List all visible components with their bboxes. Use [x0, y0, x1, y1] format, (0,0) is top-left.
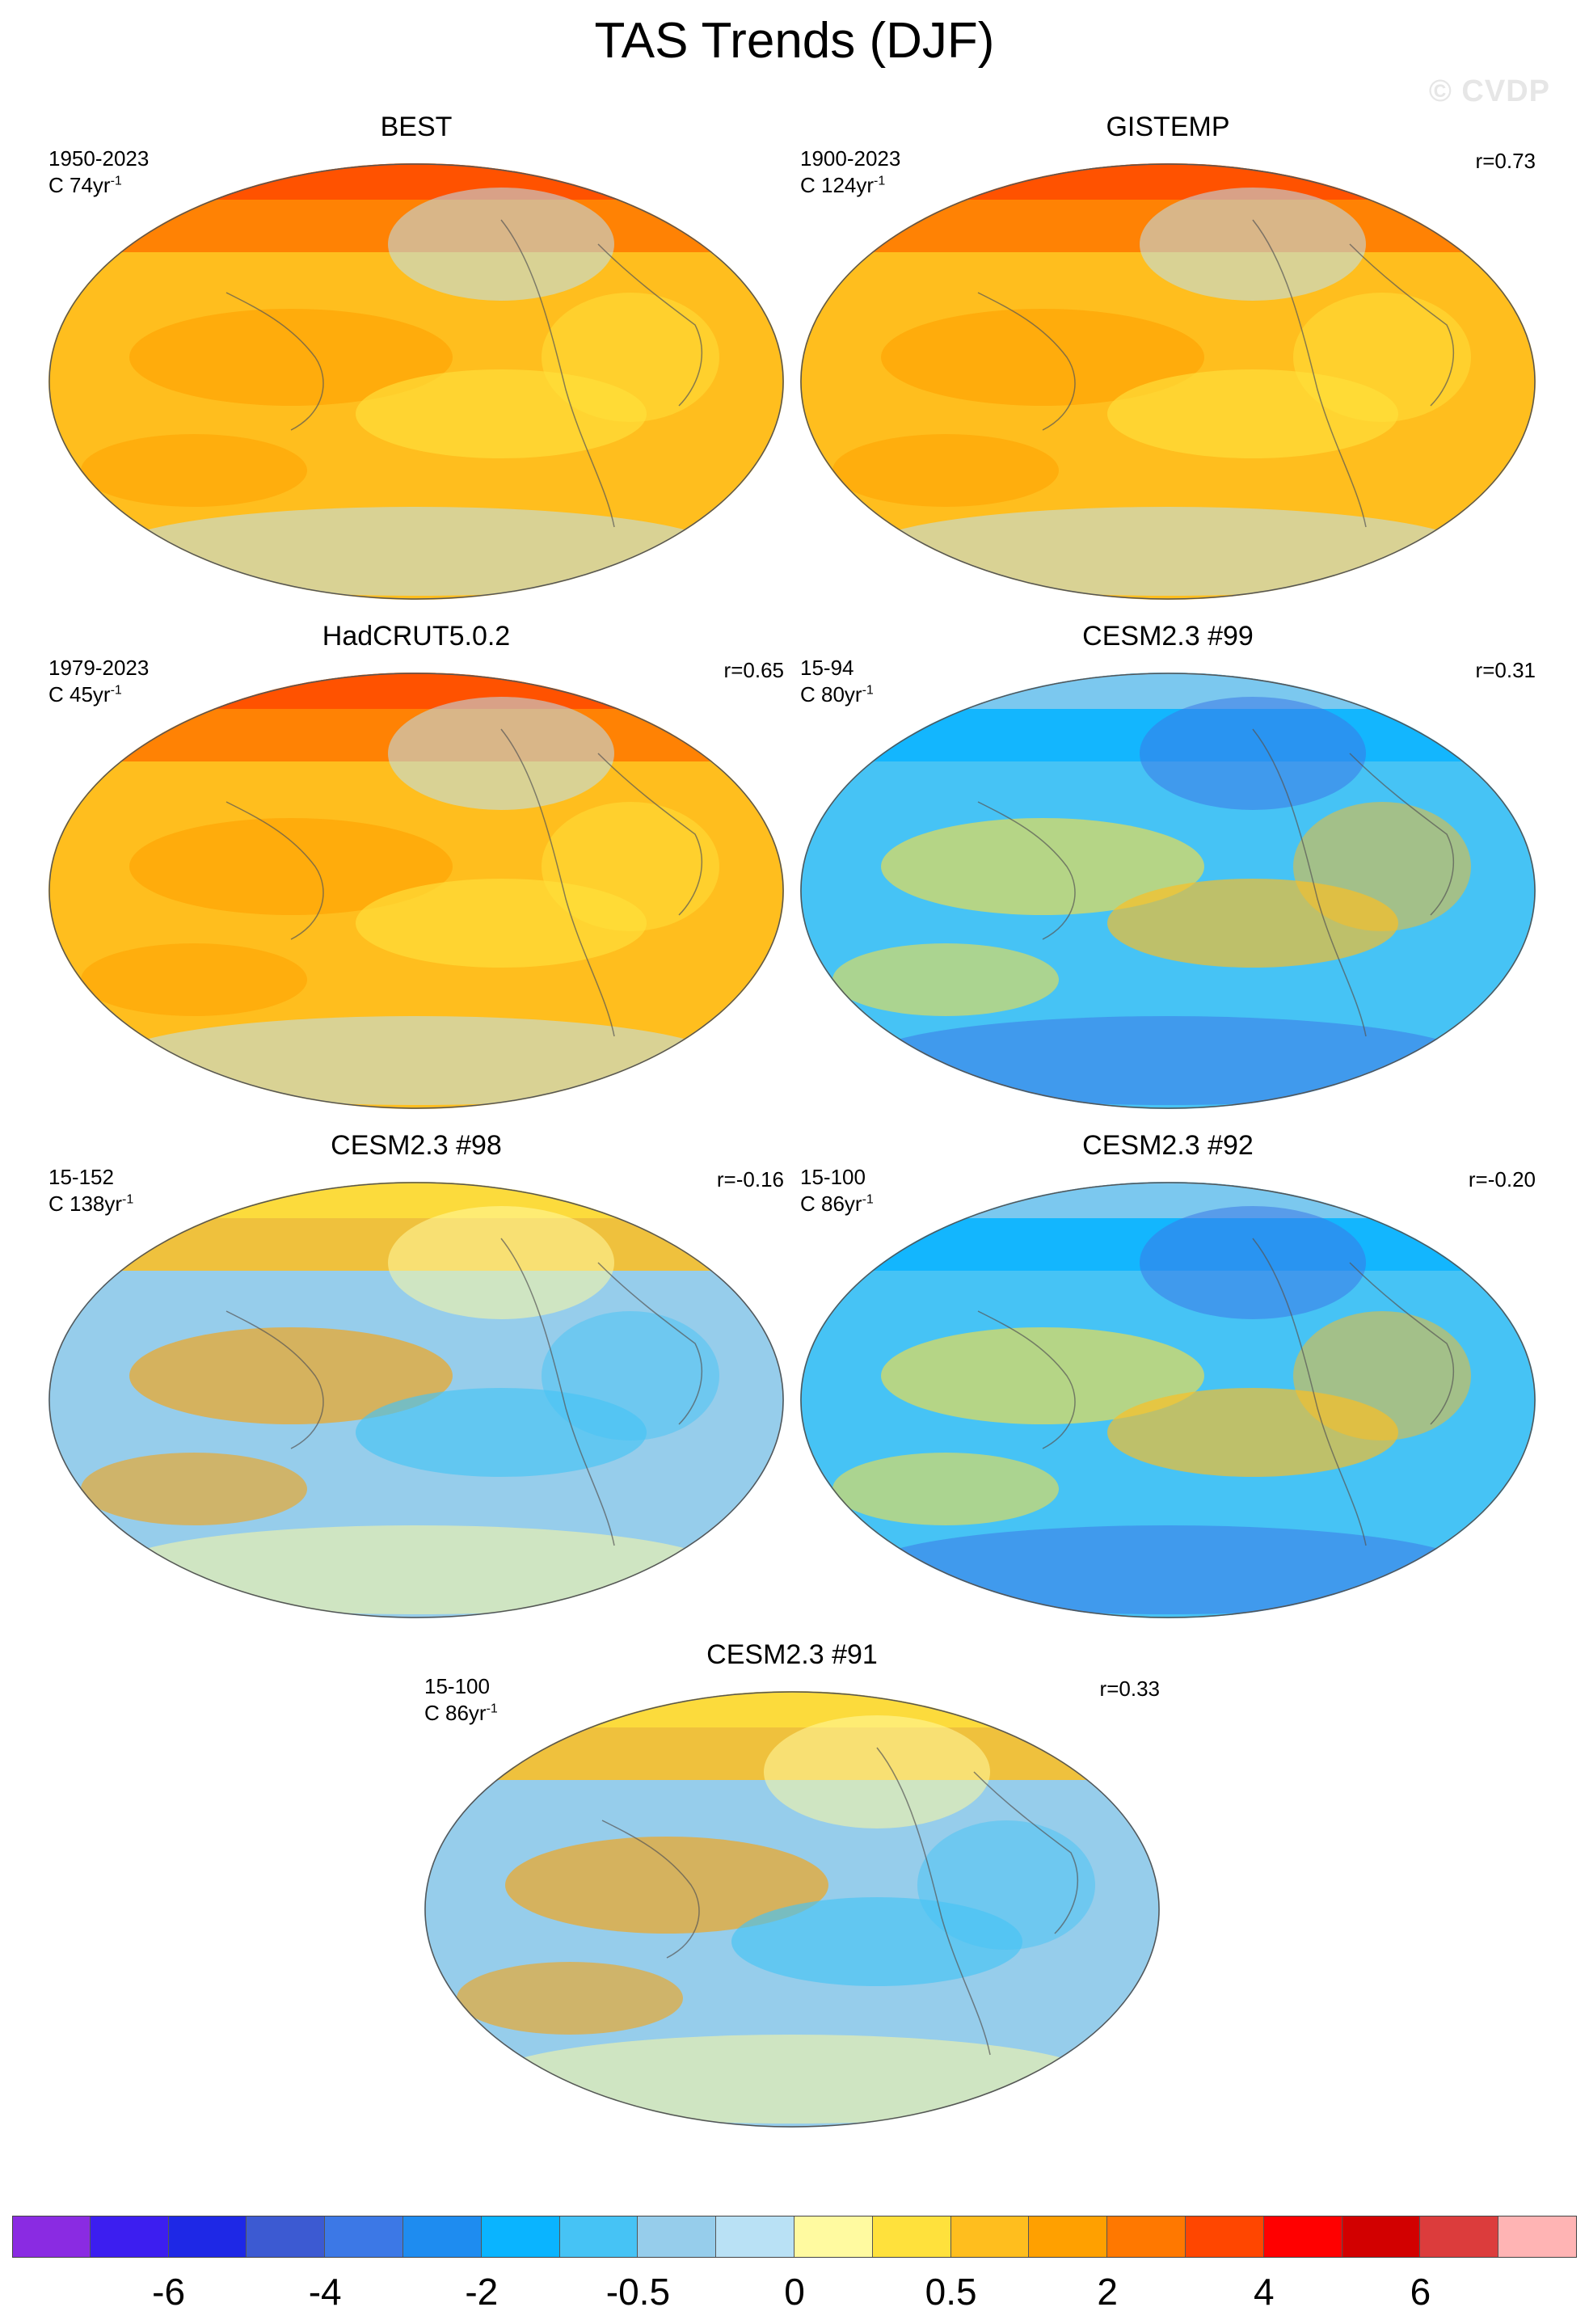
- colorbar-segment: [559, 2216, 639, 2258]
- panel-info: 15-94 C 80yr-1: [800, 655, 874, 707]
- unit-label: C 138yr-1: [48, 1191, 134, 1216]
- unit-label: C 86yr-1: [800, 1191, 874, 1216]
- world-map: [424, 1675, 1160, 2128]
- colorbar-tick-label: 6: [1410, 2271, 1431, 2313]
- colorbar-tick-label: -2: [465, 2271, 499, 2313]
- colorbar-segment: [1420, 2216, 1499, 2258]
- colorbar-tick-label: -0.5: [605, 2271, 671, 2313]
- colorbar-segment: [1029, 2216, 1108, 2258]
- watermark: © CVDP: [1428, 74, 1550, 108]
- panel-title: BEST: [380, 112, 453, 142]
- panel-title: CESM2.3 #91: [706, 1639, 878, 1670]
- colorbar-segment: [950, 2216, 1030, 2258]
- map-panel: HadCRUT5.0.2 1979-2023 C 45yr-1 r=0.65: [48, 622, 784, 1124]
- world-map: [800, 147, 1536, 600]
- colorbar-segment: [638, 2216, 717, 2258]
- unit-label: C 45yr-1: [48, 681, 122, 706]
- colorbar-segment: [1263, 2216, 1342, 2258]
- correlation-label: r=-0.20: [1468, 1167, 1536, 1192]
- correlation-label: r=0.73: [1475, 149, 1536, 173]
- period-label: 15-100: [424, 1674, 490, 1698]
- colorbar-segment: [247, 2216, 326, 2258]
- unit-label: C 124yr-1: [800, 172, 886, 197]
- panel-title: HadCRUT5.0.2: [322, 621, 511, 652]
- panel-info: 15-100 C 86yr-1: [424, 1673, 498, 1726]
- map-panel: CESM2.3 #98 15-152 C 138yr-1 r=-0.16: [48, 1132, 784, 1633]
- colorbar-segment: [325, 2216, 403, 2258]
- colorbar-tick-label: -4: [308, 2271, 342, 2313]
- colorbar-frame: [12, 2216, 1577, 2258]
- colorbar-segment: [481, 2216, 560, 2258]
- period-label: 1979-2023: [48, 656, 150, 680]
- colorbar-segment: [403, 2216, 482, 2258]
- panel-title: CESM2.3 #92: [1082, 1130, 1254, 1161]
- colorbar-segment: [1498, 2216, 1577, 2258]
- world-map: [800, 1166, 1536, 1618]
- panel-info: 1950-2023 C 74yr-1: [48, 146, 149, 198]
- figure-title: TAS Trends (DJF): [594, 13, 995, 69]
- panel-title: GISTEMP: [1106, 112, 1230, 142]
- colorbar-tick-label: 0: [784, 2271, 805, 2313]
- colorbar-tick-label: 0.5: [925, 2271, 977, 2313]
- period-label: 15-94: [800, 656, 854, 680]
- unit-label: C 74yr-1: [48, 172, 122, 197]
- world-map: [48, 1166, 784, 1618]
- colorbar-segment: [12, 2216, 91, 2258]
- panel-title: CESM2.3 #98: [331, 1130, 502, 1161]
- panel-info: 15-152 C 138yr-1: [48, 1164, 133, 1217]
- correlation-label: r=-0.16: [716, 1167, 784, 1192]
- period-label: 15-100: [800, 1165, 866, 1189]
- panel-info: 1979-2023 C 45yr-1: [48, 655, 149, 707]
- period-label: 1900-2023: [800, 146, 901, 171]
- world-map: [800, 656, 1536, 1109]
- correlation-label: r=0.65: [723, 658, 784, 682]
- colorbar-tick-label: 2: [1097, 2271, 1118, 2313]
- colorbar-segment: [1107, 2216, 1186, 2258]
- colorbar-tick-label: 4: [1254, 2271, 1275, 2313]
- colorbar-tick-label: -6: [152, 2271, 186, 2313]
- unit-label: C 86yr-1: [424, 1700, 498, 1725]
- map-panel: CESM2.3 #92 15-100 C 86yr-1 r=-0.20: [800, 1132, 1536, 1633]
- map-panel: GISTEMP 1900-2023 C 124yr-1 r=0.73: [800, 113, 1536, 614]
- colorbar-segment: [716, 2216, 794, 2258]
- colorbar-segment: [1342, 2216, 1421, 2258]
- period-label: 15-152: [48, 1165, 114, 1189]
- panel-title: CESM2.3 #99: [1082, 621, 1254, 652]
- world-map: [48, 656, 784, 1109]
- panel-info: 1900-2023 C 124yr-1: [800, 146, 900, 198]
- correlation-label: r=0.31: [1475, 658, 1536, 682]
- colorbar-segment: [168, 2216, 247, 2258]
- panel-info: 15-100 C 86yr-1: [800, 1164, 874, 1217]
- colorbar: [12, 2216, 1577, 2258]
- map-panel: CESM2.3 #99 15-94 C 80yr-1 r=0.31: [800, 622, 1536, 1124]
- colorbar-segment: [794, 2216, 873, 2258]
- map-panel: CESM2.3 #91 15-100 C 86yr-1 r=0.33: [424, 1641, 1160, 2142]
- period-label: 1950-2023: [48, 146, 150, 171]
- map-panel: BEST 1950-2023 C 74yr-1: [48, 113, 784, 614]
- correlation-label: r=0.33: [1099, 1677, 1160, 1701]
- colorbar-segment: [90, 2216, 169, 2258]
- world-map: [48, 147, 784, 600]
- colorbar-segment: [1186, 2216, 1264, 2258]
- unit-label: C 80yr-1: [800, 681, 874, 706]
- colorbar-segment: [872, 2216, 951, 2258]
